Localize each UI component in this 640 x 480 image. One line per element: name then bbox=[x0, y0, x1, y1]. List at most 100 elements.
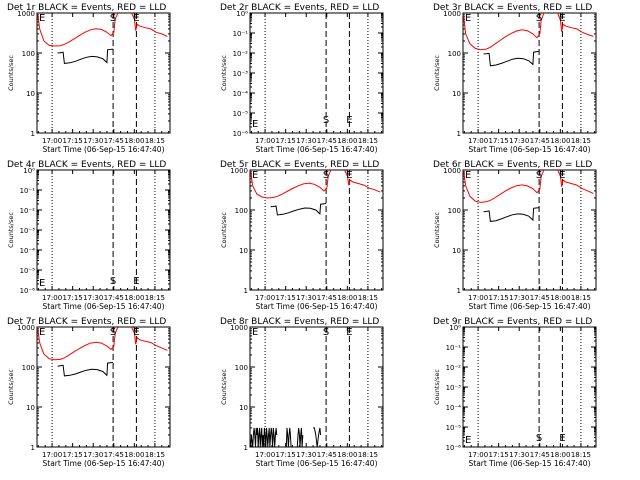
x-tick-label: 17:15 bbox=[63, 294, 83, 302]
event-marker-label: E bbox=[252, 327, 258, 338]
x-tick-label: 17:45 bbox=[104, 294, 124, 302]
event-marker-label: S bbox=[323, 170, 329, 181]
x-tick-label: 17:00 bbox=[255, 451, 275, 459]
event-marker-label: S bbox=[110, 327, 116, 338]
x-tick-label: 18:00 bbox=[550, 451, 570, 459]
x-tick-label: 17:15 bbox=[276, 137, 296, 145]
panel-title: Det 2r BLACK = Events, RED = LLD bbox=[220, 3, 379, 13]
y-tick-label: 10⁻² bbox=[233, 50, 249, 58]
series-events-line bbox=[313, 427, 322, 447]
x-tick-label: 17:15 bbox=[63, 451, 83, 459]
x-tick-label: 17:45 bbox=[104, 137, 124, 145]
y-tick-label: 10⁻⁶ bbox=[446, 444, 462, 452]
y-tick-label: 10 bbox=[26, 90, 35, 98]
x-tick-label: 17:00 bbox=[42, 451, 62, 459]
x-tick-label: 17:00 bbox=[468, 294, 488, 302]
y-tick-label: 10⁻³ bbox=[233, 70, 249, 78]
x-axis-title: Start Time (06-Sep-15 16:47:40) bbox=[256, 302, 378, 311]
x-axis-title: Start Time (06-Sep-15 16:47:40) bbox=[256, 459, 378, 468]
x-axis-title: Start Time (06-Sep-15 16:47:40) bbox=[256, 145, 378, 154]
series-events-line bbox=[57, 361, 114, 377]
x-tick-label: 17:30 bbox=[509, 294, 529, 302]
y-tick-label: 10⁰ bbox=[449, 324, 461, 332]
x-axis-title: Start Time (06-Sep-15 16:47:40) bbox=[469, 302, 591, 311]
y-tick-label: 100 bbox=[235, 364, 248, 372]
y-tick-label: 1 bbox=[244, 287, 248, 295]
x-tick-label: 18:00 bbox=[337, 137, 357, 145]
x-tick-label: 18:00 bbox=[550, 137, 570, 145]
x-tick-label: 17:15 bbox=[489, 451, 509, 459]
y-tick-label: 10 bbox=[452, 90, 461, 98]
y-tick-label: 1000 bbox=[230, 167, 248, 175]
event-marker-label: S bbox=[536, 13, 542, 24]
event-marker-label: E bbox=[346, 115, 352, 126]
event-marker-label: E bbox=[39, 327, 45, 338]
y-tick-label: 100 bbox=[235, 207, 248, 215]
series-events-line bbox=[57, 48, 114, 64]
y-tick-label: 10⁻² bbox=[446, 364, 462, 372]
y-tick-label: 10 bbox=[239, 404, 248, 412]
event-marker-label: S bbox=[323, 327, 329, 338]
event-marker-label: E bbox=[346, 327, 352, 338]
panel-title: Det 8r BLACK = Events, RED = LLD bbox=[220, 317, 379, 327]
y-tick-label: 10⁻⁵ bbox=[233, 110, 249, 118]
x-tick-label: 17:45 bbox=[317, 451, 337, 459]
x-axis-title: Start Time (06-Sep-15 16:47:40) bbox=[43, 145, 165, 154]
series-lld-line bbox=[463, 170, 545, 203]
x-tick-label: 17:30 bbox=[83, 137, 103, 145]
series-events-line bbox=[483, 50, 540, 67]
series-lld-line bbox=[463, 13, 545, 51]
series-events-line bbox=[296, 427, 304, 447]
y-tick-label: 10⁻⁶ bbox=[20, 287, 36, 295]
event-marker-label: S bbox=[110, 13, 116, 24]
x-tick-label: 17:15 bbox=[276, 294, 296, 302]
axes-frame bbox=[462, 12, 597, 134]
panel-title: Det 9r BLACK = Events, RED = LLD bbox=[433, 317, 592, 327]
event-marker-label: E bbox=[252, 119, 258, 130]
x-tick-label: 17:00 bbox=[255, 294, 275, 302]
x-tick-label: 17:45 bbox=[317, 294, 337, 302]
x-tick-label: 17:45 bbox=[530, 294, 550, 302]
series-events-line bbox=[270, 203, 327, 216]
x-tick-label: 18:00 bbox=[124, 451, 144, 459]
y-tick-label: 10⁰ bbox=[23, 167, 35, 175]
y-axis-title: Counts/sec bbox=[7, 55, 15, 91]
series-events-line bbox=[483, 207, 540, 222]
x-tick-label: 17:00 bbox=[468, 451, 488, 459]
axes-frame bbox=[36, 326, 171, 448]
x-tick-label: 17:30 bbox=[296, 137, 316, 145]
event-marker-label: E bbox=[559, 433, 565, 444]
x-tick-label: 17:00 bbox=[42, 137, 62, 145]
x-tick-label: 17:45 bbox=[530, 137, 550, 145]
y-tick-label: 100 bbox=[22, 50, 35, 58]
event-marker-label: E bbox=[465, 435, 471, 446]
event-marker-label: S bbox=[536, 170, 542, 181]
event-marker-label: E bbox=[346, 170, 352, 181]
x-tick-label: 18:15 bbox=[571, 137, 591, 145]
x-tick-label: 17:30 bbox=[83, 294, 103, 302]
y-axis-title: Counts/sec bbox=[433, 369, 441, 405]
panel-title: Det 4r BLACK = Events, RED = LLD bbox=[7, 160, 166, 170]
x-axis-title: Start Time (06-Sep-15 16:47:40) bbox=[469, 145, 591, 154]
x-tick-label: 17:00 bbox=[468, 137, 488, 145]
x-tick-label: 18:15 bbox=[145, 451, 165, 459]
series-lld-line bbox=[37, 13, 119, 47]
event-marker-label: E bbox=[133, 276, 139, 287]
x-axis-title: Start Time (06-Sep-15 16:47:40) bbox=[43, 459, 165, 468]
x-tick-label: 18:15 bbox=[358, 137, 378, 145]
axes-frame bbox=[462, 169, 597, 291]
y-tick-label: 10⁻⁵ bbox=[20, 267, 36, 275]
event-marker-label: E bbox=[559, 13, 565, 24]
series-events-line bbox=[285, 427, 292, 447]
axes-frame bbox=[249, 12, 384, 134]
y-tick-label: 100 bbox=[448, 50, 461, 58]
axes-frame bbox=[249, 326, 384, 448]
x-tick-label: 17:15 bbox=[489, 137, 509, 145]
panel-title: Det 3r BLACK = Events, RED = LLD bbox=[433, 3, 592, 13]
event-marker-label: E bbox=[465, 170, 471, 181]
x-tick-label: 18:15 bbox=[358, 451, 378, 459]
